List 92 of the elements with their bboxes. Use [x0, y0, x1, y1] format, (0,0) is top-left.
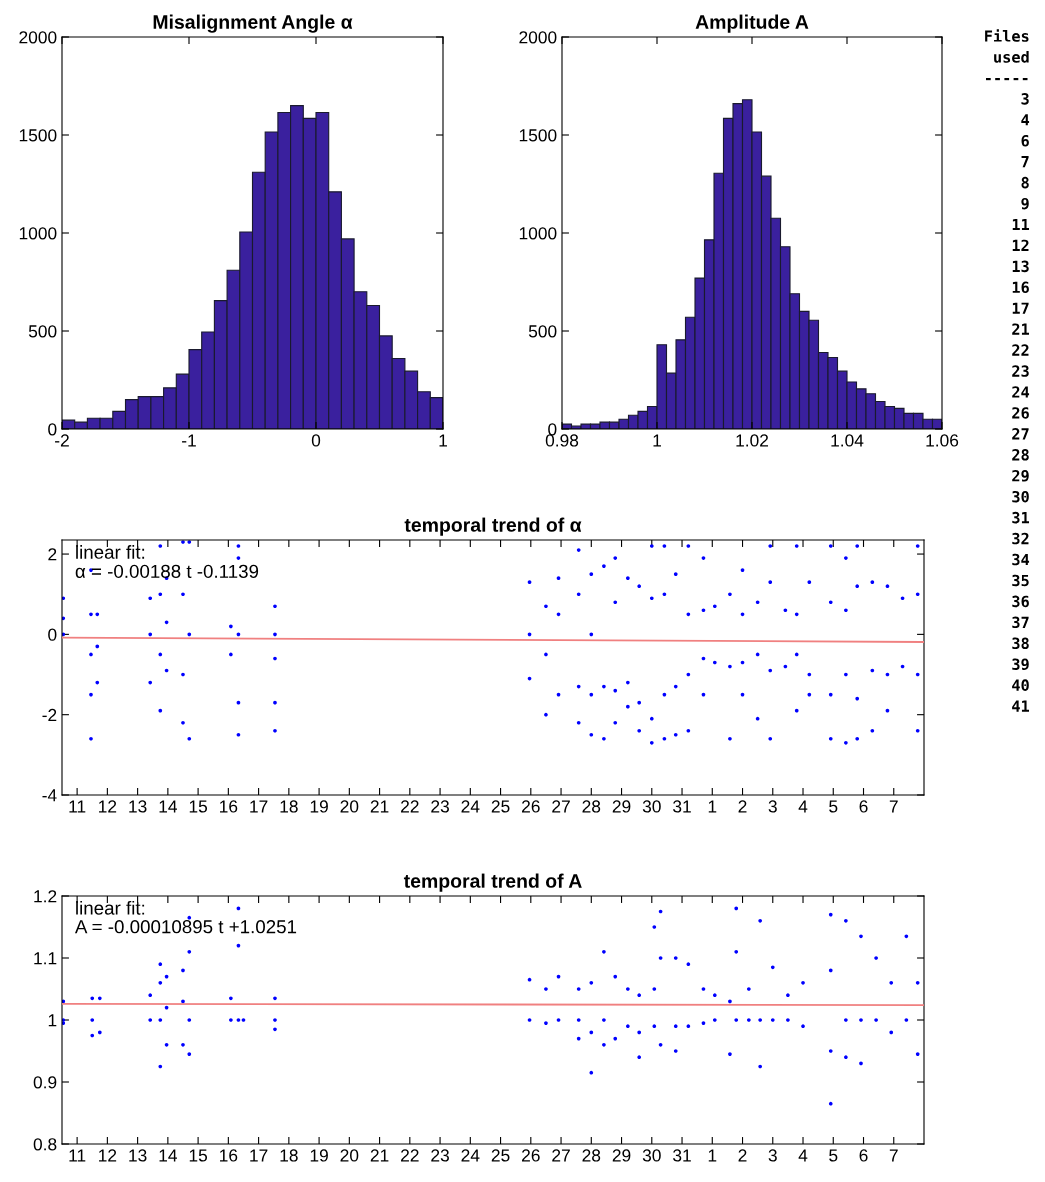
y-tick-label: 2000: [519, 31, 557, 44]
x-tick-label: 11: [69, 1149, 86, 1162]
chart-title: temporal trend of A: [403, 873, 582, 892]
x-tick-label: 19: [310, 1149, 328, 1162]
x-tick-label: 3: [768, 800, 777, 813]
y-tick-label: 1000: [519, 227, 557, 240]
x-tick-label: 21: [370, 1149, 389, 1162]
y-tick-label: 500: [28, 325, 57, 338]
y-tick-label: 0: [548, 423, 557, 436]
x-tick-label: 7: [889, 800, 898, 813]
x-tick-label: 22: [401, 1149, 419, 1162]
y-tick-label: -4: [42, 789, 57, 802]
y-tick-label: 1.1: [34, 952, 57, 965]
annotation: linear fit:: [76, 900, 145, 915]
x-tick-label: 20: [340, 800, 359, 813]
x-tick-label: 1: [708, 1149, 717, 1162]
x-tick-label: 1: [708, 800, 717, 813]
y-tick-label: 0.9: [33, 1076, 57, 1089]
x-tick-label: 29: [612, 1149, 631, 1162]
x-tick-label: 4: [798, 1149, 808, 1162]
x-tick-label: 30: [642, 800, 661, 813]
annotation: A = -0.00010895 t +1.0251: [74, 920, 297, 934]
y-tick-label: 1500: [19, 129, 57, 142]
x-tick-label: 17: [250, 800, 268, 813]
annotation: α = -0.00188 t -0.1139: [75, 564, 259, 578]
x-tick-label: 16: [220, 800, 238, 813]
x-tick-label: 7: [889, 1149, 898, 1162]
y-tick-label: 0.8: [33, 1138, 57, 1151]
y-tick-label: 1500: [519, 129, 557, 142]
x-tick-label: 28: [582, 800, 601, 813]
x-tick-label: 11: [69, 800, 86, 813]
x-tick-label: 1.02: [736, 434, 769, 447]
x-tick-label: 2: [738, 1149, 747, 1162]
y-tick-label: 2: [48, 548, 57, 561]
x-tick-label: 6: [859, 1149, 868, 1162]
x-tick-label: 23: [431, 800, 449, 813]
x-tick-label: 18: [280, 800, 298, 813]
x-tick-label: 15: [189, 800, 208, 813]
x-tick-label: 14: [159, 800, 178, 813]
x-tick-label: 27: [552, 800, 570, 813]
x-tick-label: 6: [859, 800, 868, 813]
y-tick-label: 500: [528, 325, 557, 338]
x-tick-label: 17: [250, 1149, 268, 1162]
x-tick-label: 1.04: [831, 434, 864, 447]
chart-title: temporal trend of α: [404, 517, 582, 536]
y-tick-label: 1: [48, 1014, 57, 1027]
x-tick-label: 22: [401, 800, 419, 813]
x-tick-label: 15: [189, 1149, 208, 1162]
y-tick-label: 0: [48, 628, 57, 641]
annotation: linear fit:: [76, 545, 145, 559]
x-tick-label: 18: [280, 1149, 298, 1162]
x-tick-label: 31: [673, 800, 691, 813]
x-tick-label: 19: [310, 800, 328, 813]
x-tick-label: 12: [99, 1149, 117, 1162]
chart-title: Amplitude A: [695, 14, 809, 33]
x-tick-label: 13: [129, 800, 147, 813]
y-tick-label: -2: [42, 708, 57, 721]
x-tick-label: 12: [99, 800, 117, 813]
x-tick-label: 27: [552, 1149, 570, 1162]
x-tick-label: 26: [522, 800, 540, 813]
x-tick-label: 2: [738, 800, 747, 813]
x-tick-label: 29: [612, 800, 631, 813]
x-tick-label: 0: [311, 434, 321, 447]
text: Files used ----- 3 4 6 7 8 9 11 12 13 16 17 21 22 23 24 26 27 28 29 30 31 32 34 35 36 37 38 39 40 41: [985, 29, 1030, 712]
x-tick-label: 0.98: [545, 434, 579, 447]
x-tick-label: 21: [370, 800, 389, 813]
x-tick-label: 5: [829, 1149, 838, 1162]
x-tick-label: 30: [642, 1149, 661, 1162]
y-tick-label: 1.2: [34, 890, 57, 903]
y-tick-label: 1000: [19, 227, 57, 240]
x-tick-label: 24: [461, 800, 480, 813]
x-tick-label: -1: [182, 434, 196, 447]
x-tick-label: 1: [653, 434, 661, 447]
x-tick-label: 28: [582, 1149, 601, 1162]
x-tick-label: 23: [431, 1149, 449, 1162]
x-tick-label: 4: [798, 800, 808, 813]
y-tick-label: 2000: [19, 31, 57, 44]
x-tick-label: 20: [340, 1149, 359, 1162]
x-tick-label: 16: [220, 1149, 238, 1162]
x-tick-label: 13: [129, 1149, 147, 1162]
x-tick-label: 24: [461, 1149, 480, 1162]
chart-title: Misalignment Angle α: [153, 14, 353, 33]
x-tick-label: 26: [522, 1149, 540, 1162]
x-tick-label: 1: [439, 434, 447, 447]
x-tick-label: 14: [159, 1149, 178, 1162]
x-tick-label: 3: [768, 1149, 777, 1162]
x-tick-label: 5: [829, 800, 838, 813]
x-tick-label: 25: [491, 1149, 510, 1162]
x-tick-label: 31: [673, 1149, 691, 1162]
y-tick-label: 0: [48, 423, 57, 436]
x-tick-label: 25: [491, 800, 510, 813]
x-tick-label: 1.06: [926, 434, 959, 447]
